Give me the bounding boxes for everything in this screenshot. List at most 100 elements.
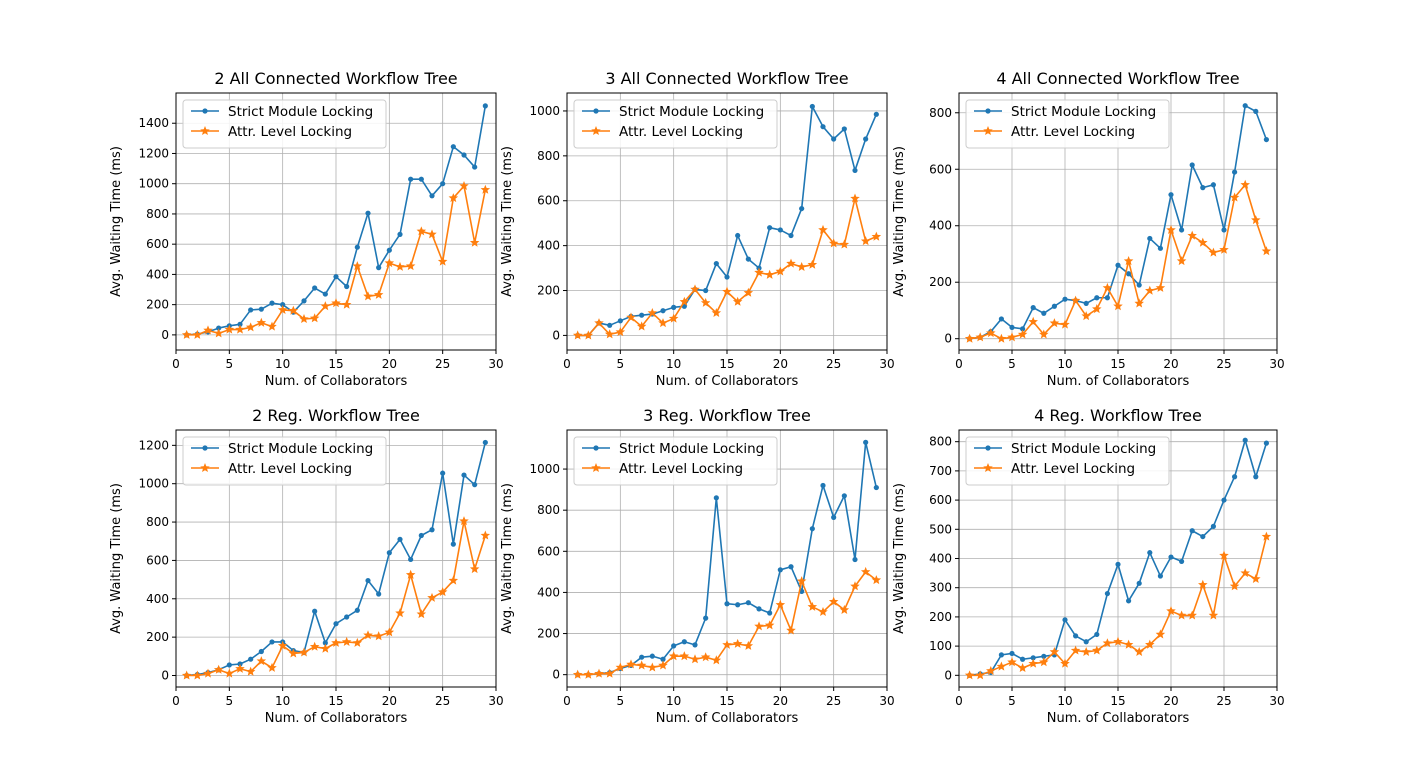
data-point xyxy=(1176,610,1187,620)
x-tick-label: 10 xyxy=(275,694,290,708)
data-point xyxy=(482,103,488,109)
legend-marker xyxy=(202,445,208,451)
data-point xyxy=(975,670,985,680)
data-point xyxy=(1051,303,1057,309)
data-point xyxy=(626,312,636,322)
data-point xyxy=(775,266,786,276)
legend-marker xyxy=(591,126,601,136)
data-point xyxy=(376,265,382,271)
data-point xyxy=(203,325,213,335)
legend: Strict Module Locking Attr. Level Locking xyxy=(965,99,1170,149)
data-point xyxy=(181,329,192,339)
series-attr-level-locking xyxy=(964,179,1272,343)
data-point xyxy=(1126,271,1132,277)
data-point xyxy=(1017,329,1028,339)
data-point xyxy=(331,298,341,308)
data-point xyxy=(722,286,732,296)
data-point xyxy=(986,328,996,338)
x-axis-label: Num. of Collaborators xyxy=(656,711,799,726)
data-point xyxy=(1123,639,1134,649)
data-point xyxy=(309,313,320,323)
legend-label: Strict Module Locking xyxy=(1011,104,1156,120)
y-tick-label: 0 xyxy=(552,328,560,342)
data-point xyxy=(1145,639,1155,649)
data-point xyxy=(1113,636,1123,646)
legend-marker xyxy=(200,463,210,473)
legend-label: Attr. Level Locking xyxy=(228,124,352,140)
data-point xyxy=(1208,247,1219,257)
data-point xyxy=(248,656,254,662)
data-point xyxy=(756,606,762,612)
y-tick-label: 200 xyxy=(929,610,952,624)
y-tick-label: 800 xyxy=(929,106,952,120)
x-tick-label: 30 xyxy=(488,694,503,708)
data-point xyxy=(269,639,275,645)
data-point xyxy=(732,296,743,306)
data-point xyxy=(1229,581,1240,591)
data-point xyxy=(1041,653,1047,659)
subplot-title: 2 All Connected Workflow Tree xyxy=(214,69,457,88)
x-tick-label: 5 xyxy=(226,694,234,708)
data-point xyxy=(322,640,328,646)
data-point xyxy=(469,564,480,574)
x-tick-label: 25 xyxy=(435,357,450,371)
data-point xyxy=(722,639,732,649)
x-tick-label: 10 xyxy=(275,357,290,371)
data-point xyxy=(309,641,320,651)
y-tick-label: 700 xyxy=(929,464,952,478)
data-point xyxy=(636,660,647,670)
y-tick-label: 800 xyxy=(146,515,169,529)
data-point xyxy=(472,164,478,170)
data-point xyxy=(373,289,384,299)
x-tick-label: 0 xyxy=(955,357,963,371)
data-point xyxy=(256,656,267,666)
data-point xyxy=(448,193,459,203)
data-point xyxy=(461,152,467,158)
legend: Strict Module Locking Attr. Level Locking xyxy=(182,99,387,149)
data-point xyxy=(1147,235,1153,242)
data-point xyxy=(786,258,796,268)
data-point xyxy=(639,312,645,318)
data-point xyxy=(384,627,395,637)
legend-label: Attr. Level Locking xyxy=(619,124,743,140)
data-point xyxy=(1094,631,1100,638)
data-point xyxy=(828,238,839,248)
x-tick-label: 5 xyxy=(226,357,234,371)
data-point xyxy=(245,666,256,676)
data-point xyxy=(235,324,245,334)
data-point xyxy=(386,550,392,556)
data-point xyxy=(724,601,730,607)
x-tick-label: 15 xyxy=(1110,694,1125,708)
data-point xyxy=(839,604,850,614)
x-tick-label: 30 xyxy=(879,694,894,708)
data-point xyxy=(831,514,837,520)
x-axis-label: Num. of Collaborators xyxy=(265,711,408,726)
data-point xyxy=(998,316,1005,322)
x-axis-label: Num. of Collaborators xyxy=(1047,374,1190,389)
data-point xyxy=(583,669,594,679)
data-point xyxy=(1189,528,1195,534)
data-point xyxy=(1263,440,1269,446)
data-point xyxy=(1041,310,1047,316)
data-point xyxy=(354,244,360,250)
x-tick-label: 5 xyxy=(1008,694,1016,708)
data-point xyxy=(658,660,668,670)
data-point xyxy=(1102,282,1113,292)
data-point xyxy=(429,527,435,533)
data-point xyxy=(1168,192,1174,198)
series-attr-level-locking xyxy=(181,180,491,339)
data-point xyxy=(397,536,403,542)
data-point xyxy=(807,259,818,269)
data-point xyxy=(700,652,711,662)
x-tick-label: 30 xyxy=(1269,357,1284,371)
y-tick-label: 200 xyxy=(146,630,169,644)
x-tick-label: 0 xyxy=(955,694,963,708)
data-point xyxy=(841,126,847,132)
data-point xyxy=(1104,590,1110,597)
data-point xyxy=(269,300,275,306)
data-point xyxy=(636,321,647,331)
data-point xyxy=(418,176,424,182)
y-tick-label: 400 xyxy=(537,585,560,599)
data-point xyxy=(860,566,871,576)
data-point xyxy=(572,330,583,340)
